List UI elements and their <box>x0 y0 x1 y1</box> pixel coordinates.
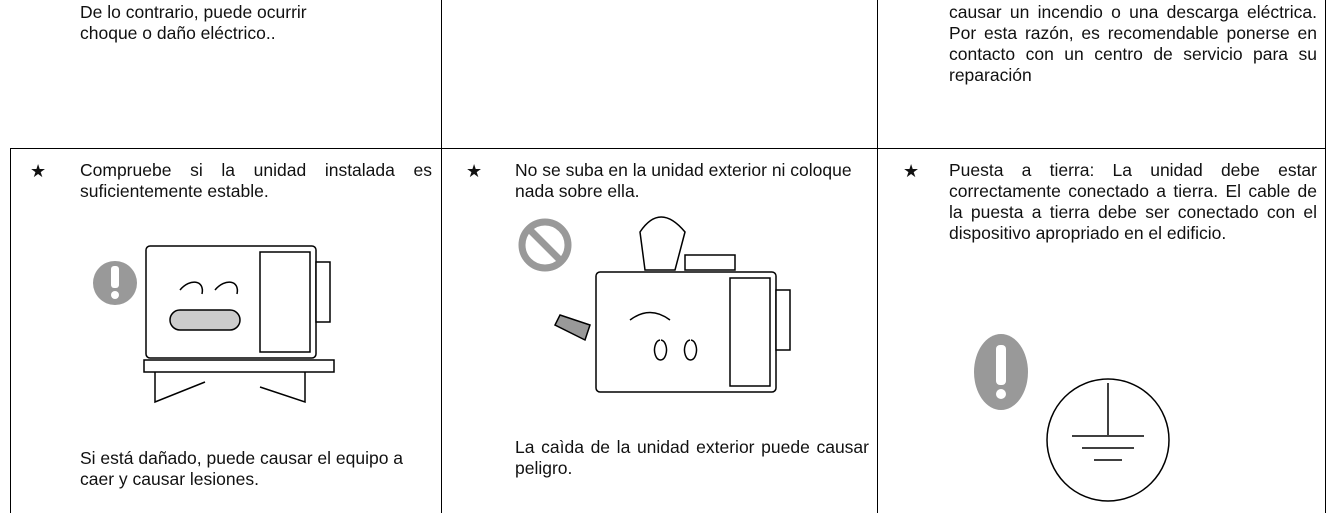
star: ★ <box>903 161 920 182</box>
border <box>10 148 11 513</box>
note: Si está dañado, puede causar el equipo a… <box>80 448 404 489</box>
text: Puesta a tierra: La unidad debe estar co… <box>949 160 1317 243</box>
outdoor-unit <box>143 245 335 404</box>
outdoor-unit <box>553 216 791 393</box>
line: De lo contrario, puede ocurrir <box>80 2 307 22</box>
border <box>1325 0 1326 513</box>
prohibited-icon <box>518 218 572 272</box>
star: ★ <box>466 161 483 182</box>
text: causar un incendio o una descarga eléctr… <box>949 2 1317 85</box>
note: La caìda de la unidad exterior puede cau… <box>515 437 869 478</box>
text: Compruebe si la unidad instalada es sufi… <box>80 160 432 201</box>
text: De lo contrario, puede ocurrir choque o … <box>80 2 435 44</box>
border <box>877 0 878 513</box>
star: ★ <box>30 161 47 182</box>
warning-icon <box>93 261 137 305</box>
border <box>441 0 442 513</box>
text: No se suba en la unidad exterior ni colo… <box>515 160 852 201</box>
border <box>10 148 1326 149</box>
ground-symbol <box>1046 378 1170 502</box>
line: choque o daño eléctrico.. <box>80 23 276 43</box>
warning-icon <box>974 334 1028 410</box>
